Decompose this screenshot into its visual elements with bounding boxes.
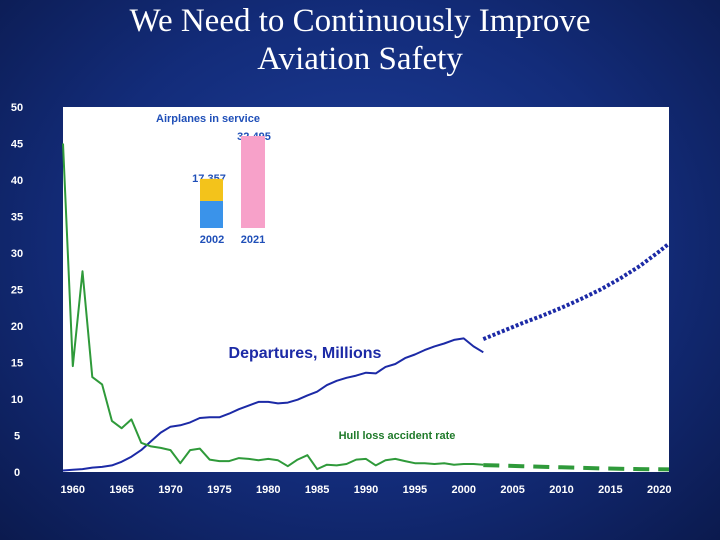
- inset-bar-2021: [241, 136, 265, 228]
- x-tick-label: 2020: [647, 484, 671, 496]
- y-tick-label: 15: [11, 358, 23, 370]
- y-tick-label: 5: [14, 431, 20, 443]
- inset-bar-2002-lower: [200, 200, 223, 228]
- y-tick-label: 10: [11, 394, 23, 406]
- slide-title-line-1: We Need to Continuously Improve: [129, 3, 591, 39]
- x-tick-label: 1980: [256, 484, 280, 496]
- x-tick-label: 1990: [354, 484, 378, 496]
- x-axis-ticks: 1960 1965 1970 1975 1980 1985 1990 1995 2000 2005…: [61, 484, 672, 496]
- inset-bar-2002-upper: [200, 178, 223, 201]
- x-tick-label: 2010: [549, 484, 573, 496]
- x-tick-label: 2015: [598, 484, 622, 496]
- x-tick-label: 1975: [207, 484, 231, 496]
- accident-rate-line: [62, 143, 484, 471]
- y-axis-ticks: 0 5 10 15 20 25 30 35 40 45 50: [11, 102, 23, 479]
- x-tick-label: 1970: [158, 484, 182, 496]
- y-tick-label: 25: [11, 285, 23, 297]
- accident-rate-forecast-line: [483, 463, 670, 472]
- y-tick-label: 20: [11, 321, 23, 333]
- x-tick-label: 2000: [451, 484, 475, 496]
- y-tick-label: 0: [14, 467, 20, 479]
- inset-year-label-2002: 2002: [200, 234, 224, 246]
- x-tick-label: 2005: [500, 484, 524, 496]
- departures-line: [62, 337, 484, 472]
- accident-rate-label: Hull loss accident rate: [339, 430, 456, 442]
- y-tick-label: 50: [11, 102, 23, 114]
- slide-title: We Need to Continuously Improve Aviation…: [0, 2, 720, 78]
- plot-background: [63, 107, 669, 472]
- y-tick-label: 40: [11, 175, 23, 187]
- x-tick-label: 1985: [305, 484, 329, 496]
- inset-year-label-2021: 2021: [241, 234, 265, 246]
- y-tick-label: 35: [11, 212, 23, 224]
- x-tick-label: 1995: [403, 484, 427, 496]
- series-lines: [62, 143, 671, 472]
- x-tick-label: 1965: [109, 484, 133, 496]
- departures-label: Departures, Millions: [229, 345, 382, 362]
- x-tick-label: 1960: [61, 484, 85, 496]
- inset-chart: Airplanes in service 32,495 17,357 2002 …: [156, 113, 271, 246]
- y-tick-label: 30: [11, 248, 23, 260]
- inset-title: Airplanes in service: [156, 113, 260, 125]
- departures-forecast-line: [482, 241, 671, 341]
- slide-title-line-2: Aviation Safety: [257, 41, 463, 77]
- y-tick-label: 45: [11, 139, 23, 151]
